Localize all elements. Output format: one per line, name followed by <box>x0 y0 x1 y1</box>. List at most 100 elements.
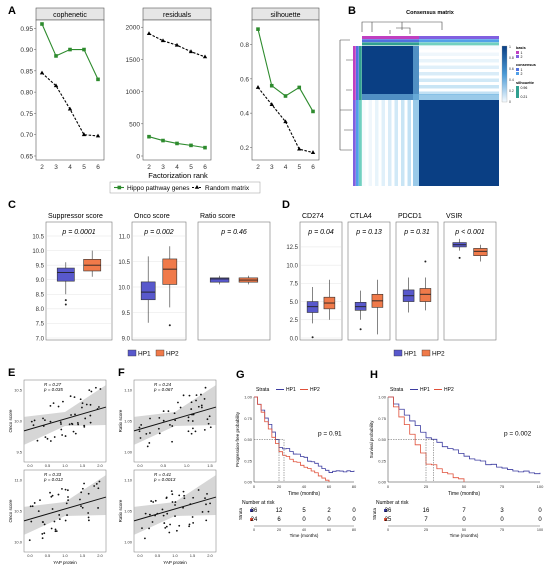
y-tick-label: 1.05 <box>124 419 133 424</box>
legend-basis-item: 2 <box>521 55 523 59</box>
data-point <box>152 501 155 503</box>
top-annotation-track <box>419 36 499 39</box>
x-tick-label: 5 <box>189 164 193 171</box>
risk-count: 7 <box>424 517 428 523</box>
y-tick-label: 2.5 <box>290 318 299 324</box>
plot-frame <box>142 19 212 161</box>
matrix-edge-band <box>362 94 499 100</box>
data-point <box>68 423 71 426</box>
data-point <box>36 439 39 442</box>
y-tick-label: 0.4 <box>240 111 249 118</box>
plot-frame <box>131 221 187 341</box>
data-point <box>148 527 150 530</box>
data-point <box>154 499 157 502</box>
data-point <box>201 511 204 513</box>
data-point <box>49 491 51 494</box>
data-point <box>179 406 182 409</box>
risk-hp2-swatch <box>250 518 253 521</box>
stat-p: p = 0.035 <box>43 387 63 392</box>
x-tick-label: 5 <box>297 164 301 171</box>
data-point <box>208 415 211 418</box>
point-hippo <box>297 85 302 90</box>
data-point <box>73 396 76 399</box>
data-point <box>177 401 179 404</box>
x-tick-label: 1.5 <box>80 553 86 558</box>
panel-label-e: E <box>8 367 15 379</box>
data-point <box>157 427 160 430</box>
data-point <box>55 530 58 533</box>
data-point <box>28 539 31 542</box>
data-point <box>64 519 67 522</box>
data-point <box>146 445 149 448</box>
y-tick-label: 1.00 <box>244 395 253 400</box>
point-hippo <box>161 138 165 143</box>
panel-b-consensus-matrix: Consensus matrix10.80.60.40.20basis12con… <box>339 10 536 186</box>
data-point <box>58 514 61 516</box>
risk-strata-label: Strata <box>372 507 377 520</box>
x-tick-label: 0.5 <box>155 553 161 558</box>
x-tick-label: 3 <box>54 164 58 171</box>
x-tick-label: 0.0 <box>27 463 33 468</box>
y-tick-label: 10.0 <box>32 249 44 255</box>
matrix-edge-band <box>413 46 419 186</box>
y-tick-label: 11.0 <box>119 234 131 240</box>
data-point <box>168 531 171 534</box>
outlier-point <box>311 336 314 339</box>
data-point <box>87 492 90 495</box>
legend-basis-swatch <box>516 55 519 58</box>
point-hippo <box>147 134 151 139</box>
p-value: p = 0.31 <box>403 229 430 236</box>
data-point <box>97 507 99 509</box>
panel-d-boxplots: CD274 p = 0.04 0.0 2.5 5.0 7.5 10.0 12.5 CTLA4 p … <box>286 213 497 358</box>
data-point <box>158 432 161 435</box>
legend-hp1-label: HP1 <box>420 387 430 393</box>
y-tick-label: 1000 <box>126 89 141 96</box>
risk-x-tick: 50 <box>462 528 466 532</box>
risk-title: Number at risk <box>242 500 275 506</box>
y-tick-label: 9.5 <box>16 450 22 455</box>
legend-hp1-swatch <box>393 349 403 357</box>
data-point <box>144 537 146 540</box>
risk-x-label: Time (months) <box>290 533 319 538</box>
x-tick-label: 2.0 <box>97 553 103 558</box>
data-point <box>59 421 62 424</box>
y-tick-label: 1.00 <box>124 540 133 545</box>
y-axis-label: Ratio score <box>118 499 123 522</box>
data-point <box>87 519 90 522</box>
data-point <box>188 525 191 528</box>
data-point <box>163 522 166 524</box>
point-random <box>174 42 180 47</box>
y-tick-label: 10.5 <box>32 234 44 240</box>
legend-hp2-label: HP2 <box>432 351 445 358</box>
data-point <box>171 425 174 427</box>
data-point <box>79 398 82 401</box>
color-scale-tick: 0.6 <box>509 67 514 71</box>
risk-hp2-swatch <box>384 518 387 521</box>
legend-consensus-title: consensus <box>516 63 536 67</box>
data-point <box>57 493 60 496</box>
legend-silhouette-min: 0.21 <box>521 95 528 99</box>
data-point <box>49 440 52 442</box>
x-tick-label: 3 <box>270 164 274 171</box>
x-tick-label: 3 <box>161 164 165 171</box>
y-tick-label: 9.5 <box>36 263 45 269</box>
x-tick-label: 2 <box>40 164 44 171</box>
p-value: p = 0.0001 <box>61 229 95 236</box>
x-axis-label: Time (months) <box>288 491 320 497</box>
risk-count: 0 <box>352 508 356 514</box>
risk-strata-label: Strata <box>238 507 243 520</box>
point-random <box>188 49 194 54</box>
data-point <box>94 386 97 389</box>
regression-line <box>133 406 217 432</box>
data-point <box>53 520 56 523</box>
data-point <box>174 419 177 422</box>
facet-title: Ratio score <box>200 213 236 220</box>
facet-title: Suppressor score <box>48 213 103 220</box>
y-tick-label: 0.0 <box>290 336 299 342</box>
y-tick-label: 0.85 <box>20 68 33 75</box>
left-annotation-track <box>356 46 359 100</box>
risk-x-tick: 40 <box>302 528 306 532</box>
data-point <box>50 495 53 498</box>
point-random <box>255 85 261 89</box>
